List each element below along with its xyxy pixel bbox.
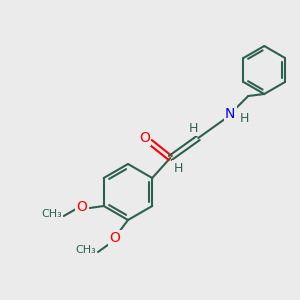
Text: O: O — [139, 131, 150, 145]
Text: O: O — [76, 200, 87, 214]
Text: H: H — [240, 112, 249, 124]
Text: CH₃: CH₃ — [41, 209, 62, 219]
Text: H: H — [189, 122, 198, 134]
Text: O: O — [110, 231, 120, 245]
Text: CH₃: CH₃ — [75, 245, 96, 255]
Text: N: N — [225, 107, 236, 121]
Text: H: H — [174, 161, 183, 175]
